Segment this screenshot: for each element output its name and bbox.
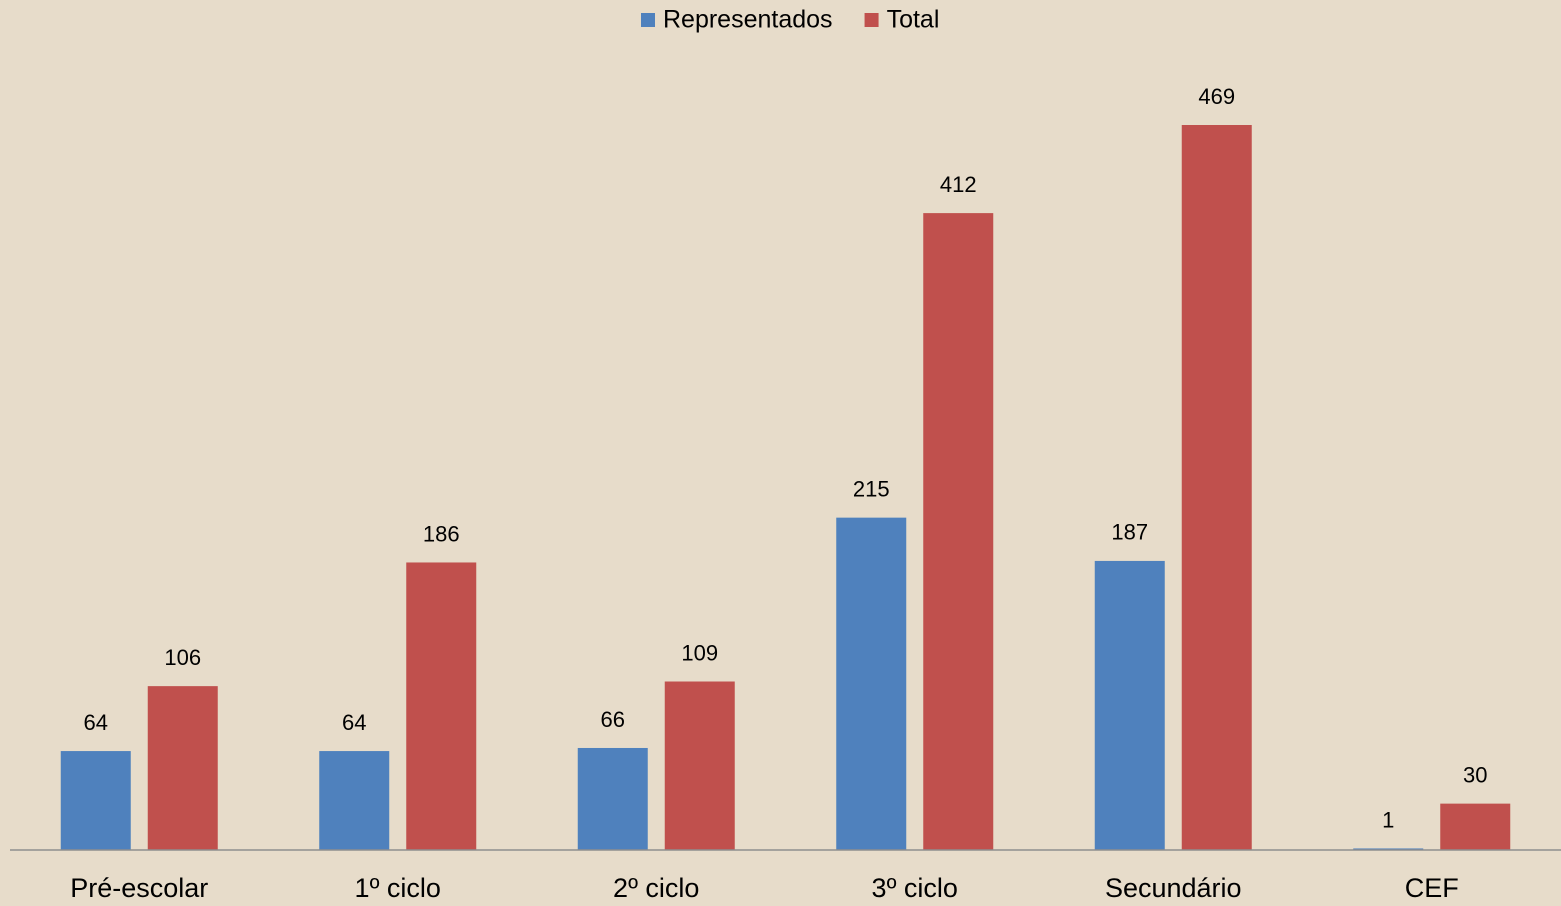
- bar: [60, 751, 131, 850]
- bar: [836, 517, 907, 850]
- bar: [664, 681, 735, 850]
- bar: [1181, 125, 1252, 850]
- legend-label: Representados: [663, 6, 833, 34]
- data-label: 66: [601, 707, 625, 732]
- bar: [406, 562, 477, 850]
- data-label: 412: [940, 172, 977, 197]
- data-label: 215: [853, 476, 890, 501]
- legend-swatch: [641, 13, 655, 27]
- data-label: 186: [423, 521, 460, 546]
- data-label: 1: [1382, 807, 1394, 832]
- data-label: 187: [1111, 520, 1148, 545]
- x-tick-label: Pré-escolar: [70, 873, 208, 903]
- bar: [1440, 803, 1511, 850]
- bar: [923, 213, 994, 850]
- bar: [577, 747, 648, 850]
- bar: [1094, 560, 1165, 850]
- data-label: 106: [164, 645, 201, 670]
- legend-label: Total: [887, 6, 940, 34]
- x-tick-label: Secundário: [1105, 873, 1242, 903]
- x-tick-label: 1º ciclo: [355, 873, 441, 903]
- legend-swatch: [864, 13, 879, 27]
- data-label: 109: [681, 640, 718, 665]
- bar: [319, 751, 390, 850]
- data-label: 64: [84, 710, 108, 735]
- x-tick-label: CEF: [1405, 873, 1459, 903]
- x-tick-label: 3º ciclo: [872, 873, 958, 903]
- x-tick-label: 2º ciclo: [613, 873, 699, 903]
- data-label: 64: [342, 710, 366, 735]
- data-label: 30: [1463, 762, 1487, 787]
- bar: [147, 686, 218, 850]
- bar: [1353, 848, 1424, 850]
- data-label: 469: [1198, 84, 1235, 109]
